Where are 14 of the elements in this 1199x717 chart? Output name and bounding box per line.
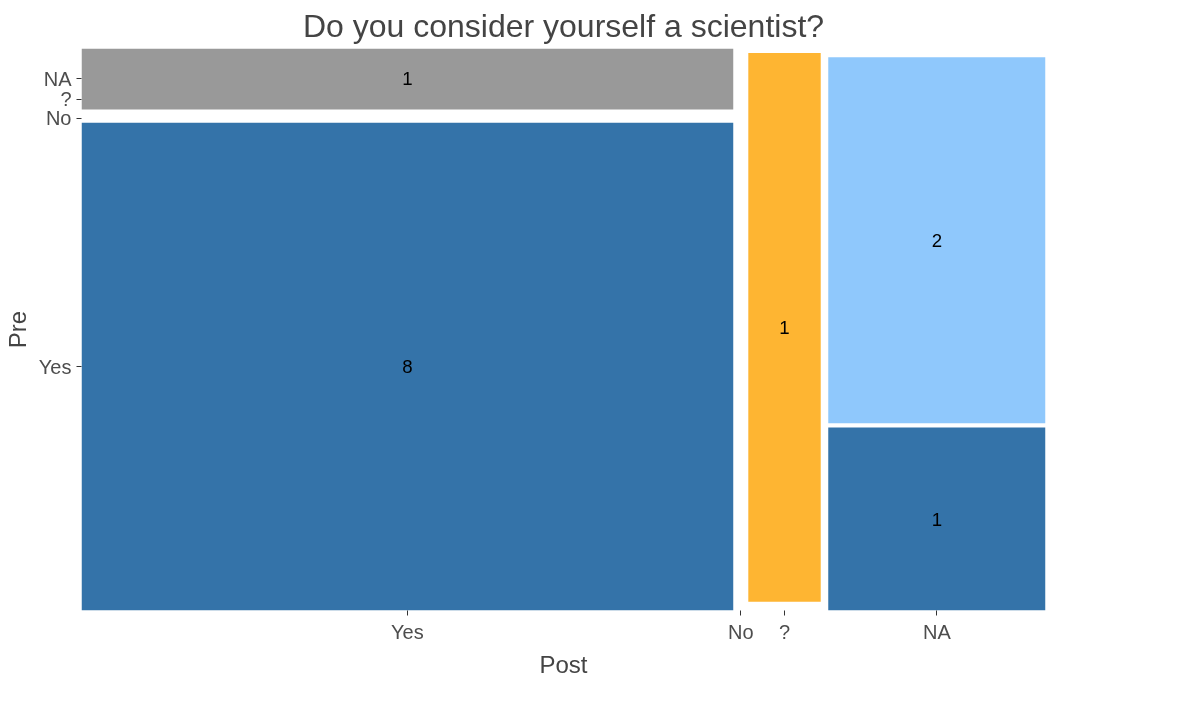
category-label: NA — [43, 67, 72, 90]
category-label: ? — [778, 620, 791, 643]
data-label: 1 — [402, 68, 413, 90]
category-label: Yes — [38, 355, 72, 378]
data-label: 1 — [931, 508, 943, 530]
category-label: NA — [922, 620, 952, 643]
data-label: 1 — [779, 316, 790, 338]
category-label: Yes — [391, 620, 424, 643]
text: Post — [539, 650, 588, 678]
data-label: 2 — [931, 229, 943, 251]
text: Do you consider yourself a scientist? — [302, 7, 825, 44]
data-label: 8 — [402, 356, 413, 378]
text: Pre — [3, 310, 31, 349]
category-label: No — [727, 620, 754, 643]
